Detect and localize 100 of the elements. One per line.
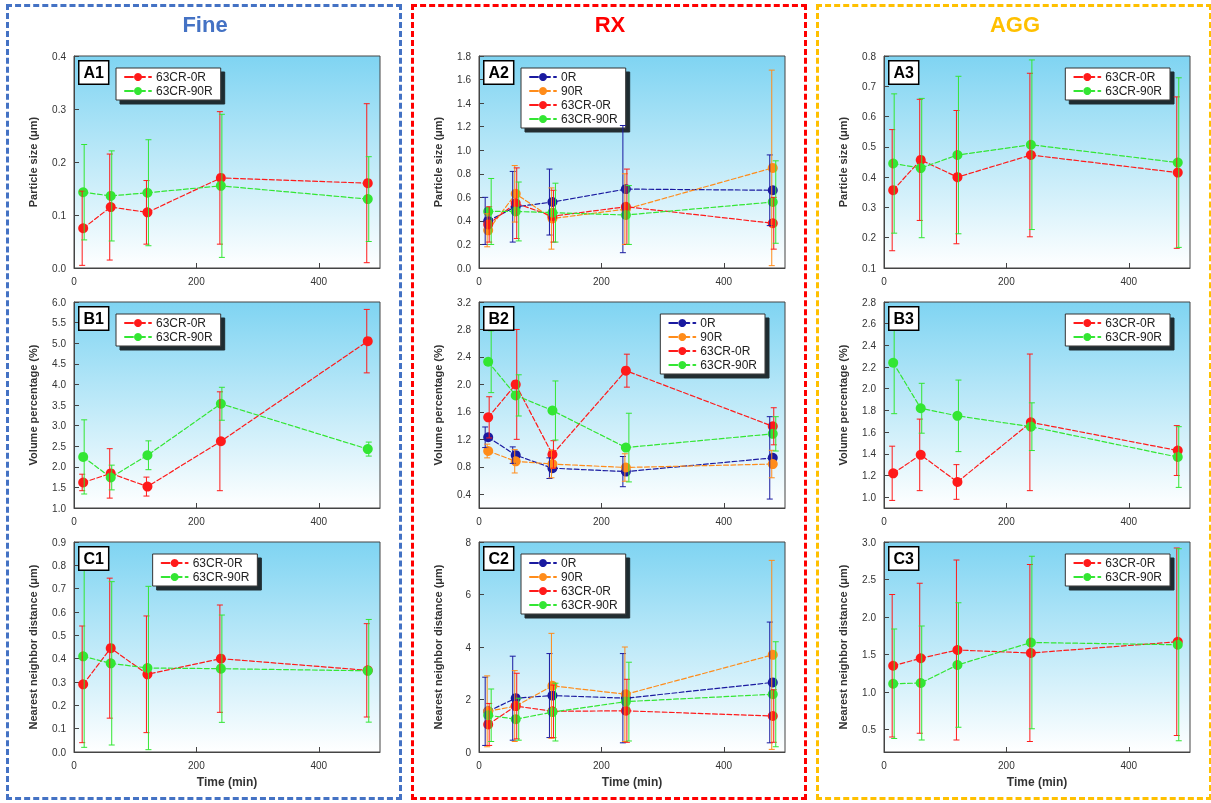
legend-label: 63CR-90R — [561, 112, 619, 126]
y-tick-label: 5.5 — [52, 317, 67, 329]
y-axis-title: Volume percentage (%) — [431, 344, 444, 466]
legend-label: 63CR-90R — [1105, 570, 1163, 584]
y-tick-label: 3.2 — [457, 296, 472, 308]
legend-label: 63CR-0R — [561, 98, 612, 112]
annotation: C1 — [83, 550, 105, 567]
legend-label: 63CR-0R — [192, 556, 243, 570]
x-tick-label: 400 — [715, 759, 733, 771]
legend-label: 63CR-90R — [156, 330, 214, 344]
y-tick-label: 0.8 — [457, 461, 472, 473]
y-tick-label: 1.0 — [862, 491, 877, 503]
legend-label: 0R — [561, 556, 577, 570]
y-tick-label: 2.5 — [862, 574, 877, 585]
x-tick-label: 0 — [476, 759, 483, 771]
legend-label: 90R — [561, 84, 584, 98]
x-tick-label: 200 — [998, 275, 1016, 287]
legend-label: 63CR-0R — [1105, 70, 1156, 84]
x-axis-title: Time (min) — [1006, 775, 1068, 789]
y-tick-label: 0.5 — [862, 141, 877, 153]
chart-title: RX — [594, 11, 626, 37]
y-tick-label: 0.2 — [52, 699, 67, 711]
x-tick-label: 200 — [998, 515, 1016, 527]
y-tick-label: 1.6 — [457, 74, 472, 86]
y-tick-label: 4.0 — [52, 378, 67, 390]
y-tick-label: 1.2 — [457, 121, 472, 133]
legend-label: 90R — [700, 330, 723, 344]
y-tick-label: 0.0 — [52, 262, 67, 274]
chart-title: Fine — [182, 11, 228, 37]
x-tick-label: 0 — [476, 515, 483, 527]
annotation: B2 — [488, 310, 510, 327]
y-tick-label: 0.8 — [457, 168, 472, 180]
x-tick-label: 0 — [71, 515, 78, 527]
y-tick-label: 2.0 — [862, 383, 877, 395]
y-tick-label: 0.0 — [52, 746, 67, 758]
legend-label: 63CR-0R — [561, 584, 612, 598]
y-tick-label: 2.4 — [862, 339, 877, 351]
x-tick-label: 200 — [998, 759, 1016, 771]
y-tick-label: 0.7 — [52, 583, 67, 595]
y-tick-label: 2.2 — [862, 361, 877, 373]
y-tick-label: 3.0 — [52, 420, 67, 432]
x-tick-label: 0 — [881, 759, 888, 771]
legend-label: 63CR-0R — [156, 316, 207, 330]
y-axis-title: Nearest neighbor distance (μm) — [836, 564, 849, 730]
x-tick-label: 0 — [881, 515, 888, 527]
y-tick-label: 1.5 — [52, 481, 67, 493]
x-tick-label: 400 — [715, 515, 733, 527]
y-tick-label: 0.4 — [862, 171, 877, 183]
y-tick-label: 1.2 — [457, 433, 472, 445]
y-axis-title: Particle size (μm) — [26, 116, 39, 208]
y-tick-label: 2.0 — [52, 461, 67, 473]
x-tick-label: 0 — [881, 275, 888, 287]
y-tick-label: 1.8 — [457, 50, 472, 62]
x-axis-title: Time (min) — [196, 775, 258, 789]
x-tick-label: 200 — [188, 275, 206, 287]
y-tick-label: 0.6 — [457, 191, 472, 203]
y-axis-title: Volume percentage (%) — [836, 344, 849, 466]
x-tick-label: 200 — [188, 759, 206, 771]
x-tick-label: 0 — [476, 275, 483, 287]
y-axis-title: Nearest neighbor distance (μm) — [431, 564, 444, 730]
y-tick-label: 1.6 — [457, 406, 472, 418]
x-tick-label: 400 — [715, 275, 733, 287]
legend-label: 63CR-90R — [192, 570, 250, 584]
y-tick-label: 2.8 — [862, 296, 877, 308]
x-tick-label: 200 — [593, 759, 611, 771]
y-tick-label: 0 — [465, 746, 472, 758]
legend-label: 63CR-90R — [1105, 84, 1163, 98]
annotation: C3 — [893, 550, 915, 567]
legend-label: 0R — [561, 70, 577, 84]
y-axis-title: Volume percentage (%) — [26, 344, 39, 466]
legend-label: 0R — [700, 316, 716, 330]
y-tick-label: 0.5 — [862, 724, 877, 735]
x-axis-title: Time (min) — [601, 775, 663, 789]
y-tick-label: 2 — [465, 694, 472, 705]
y-axis-title: Particle size (μm) — [431, 116, 444, 208]
y-tick-label: 2.4 — [457, 351, 472, 363]
y-tick-label: 0.4 — [457, 488, 472, 500]
legend-label: 63CR-0R — [1105, 556, 1156, 570]
y-tick-label: 3.0 — [862, 536, 877, 548]
legend-label: 63CR-0R — [1105, 316, 1156, 330]
annotation: A1 — [83, 64, 105, 81]
y-tick-label: 0.9 — [52, 536, 67, 548]
y-tick-label: 6 — [465, 589, 472, 600]
y-tick-label: 2.6 — [862, 318, 877, 330]
y-tick-label: 2.0 — [457, 378, 472, 390]
y-tick-label: 0.6 — [862, 111, 877, 123]
y-tick-label: 0.3 — [862, 201, 877, 213]
y-axis-title: Particle size (μm) — [836, 116, 849, 208]
y-tick-label: 1.0 — [457, 144, 472, 156]
y-tick-label: 5.0 — [52, 337, 67, 349]
y-tick-label: 0.2 — [52, 156, 67, 168]
y-tick-label: 0.3 — [52, 676, 67, 688]
legend-label: 63CR-0R — [156, 70, 207, 84]
x-tick-label: 200 — [593, 275, 611, 287]
y-tick-label: 0.0 — [457, 262, 472, 274]
annotation: B1 — [83, 310, 105, 327]
x-tick-label: 400 — [1120, 759, 1138, 771]
y-tick-label: 2.0 — [862, 611, 877, 623]
x-tick-label: 0 — [71, 275, 78, 287]
x-tick-label: 400 — [1120, 275, 1138, 287]
